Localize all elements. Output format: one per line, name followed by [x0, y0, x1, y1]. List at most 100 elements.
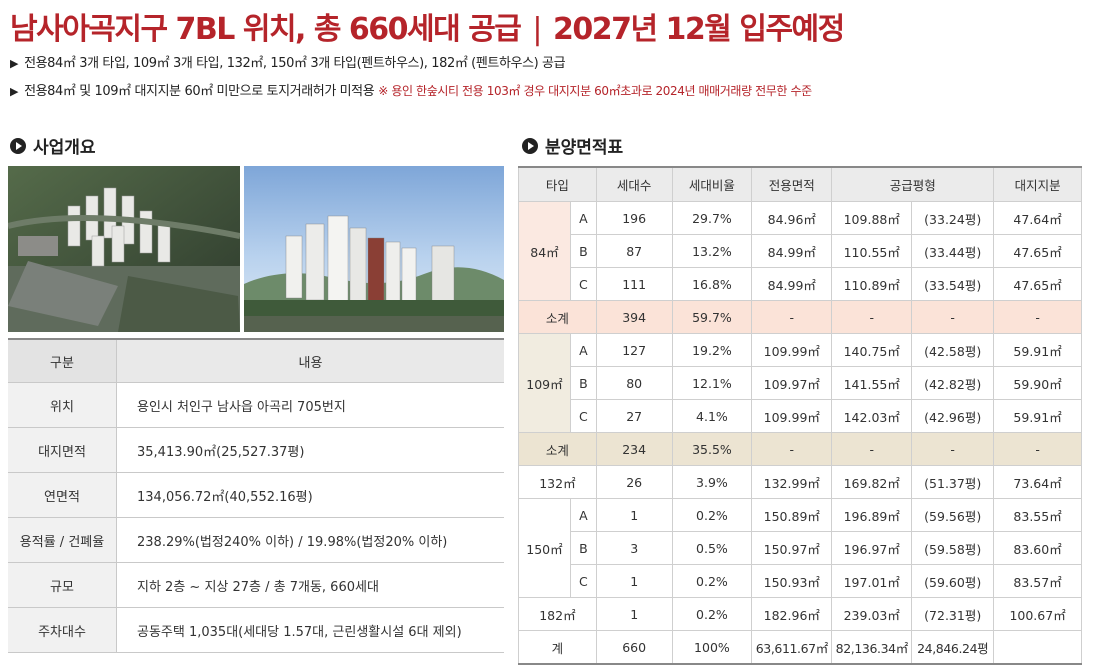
section-heading-overview: 사업개요	[10, 133, 96, 158]
units: 27	[595, 399, 673, 433]
sub-type: A	[569, 498, 597, 532]
exclusive-area: -	[751, 300, 833, 334]
supply-area: 169.82㎡	[831, 465, 913, 499]
table-row: B 80 12.1% 109.97㎡ 141.55㎡ (42.82평) 59.9…	[519, 366, 1082, 400]
table-row: B 3 0.5% 150.97㎡ 196.97㎡ (59.58평) 83.60㎡	[519, 531, 1082, 565]
row-key: 규모	[8, 562, 117, 608]
sub-type: B	[569, 531, 597, 565]
exclusive-area: 84.99㎡	[751, 234, 833, 268]
sub-type: C	[569, 267, 597, 301]
land-share: 47.65㎡	[993, 267, 1082, 301]
subtotal-label: 소계	[518, 300, 597, 334]
supply-pyeong: (59.58평)	[911, 531, 995, 565]
exclusive-area: -	[751, 432, 833, 466]
land-share: 83.57㎡	[993, 564, 1082, 598]
supply-area: 109.88㎡	[831, 201, 913, 235]
supply-area: 239.03㎡	[831, 597, 913, 631]
table-row: B 87 13.2% 84.99㎡ 110.55㎡ (33.44평) 47.65…	[519, 234, 1082, 268]
exclusive-area: 109.97㎡	[751, 366, 833, 400]
land-share: 47.64㎡	[993, 201, 1082, 235]
subtotal-row-109: 소계 234 35.5% - - - -	[518, 432, 1082, 466]
units: 87	[595, 234, 673, 268]
type-84: 84㎡	[518, 201, 571, 301]
header-key: 구분	[8, 338, 117, 383]
table-header-row: 구분 내용	[8, 338, 504, 383]
area-table: 타입 세대수 세대비율 전용면적 공급평형 대지지분 84㎡ A 196 29.…	[518, 166, 1082, 665]
supply-pyeong: (42.82평)	[911, 366, 995, 400]
supply-area: 82,136.34㎡	[831, 630, 913, 665]
land-share	[993, 630, 1082, 665]
subtotal-row-84: 소계 394 59.7% - - - -	[518, 300, 1082, 334]
units: 3	[595, 531, 673, 565]
land-share: 59.90㎡	[993, 366, 1082, 400]
land-share: 59.91㎡	[993, 333, 1082, 367]
supply-area: -	[831, 300, 913, 334]
section-heading-text: 사업개요	[33, 138, 96, 158]
supply-area: 196.89㎡	[831, 498, 913, 532]
supply-pyeong: (59.56평)	[911, 498, 995, 532]
ratio: 19.2%	[671, 333, 753, 367]
row-value: 공동주택 1,035대(세대당 1.57대, 근린생활시설 6대 제외)	[116, 607, 504, 653]
ratio: 0.2%	[671, 564, 753, 598]
table-row: 규모 지하 2층 ~ 지상 27층 / 총 7개동, 660세대	[8, 562, 504, 608]
exclusive-area: 150.89㎡	[751, 498, 833, 532]
header-land: 대지지분	[993, 166, 1082, 202]
row-key: 연면적	[8, 472, 117, 518]
supply-area: 197.01㎡	[831, 564, 913, 598]
sub-type: A	[569, 333, 597, 367]
ratio: 59.7%	[671, 300, 753, 334]
land-share: 83.55㎡	[993, 498, 1082, 532]
type-132: 132㎡	[518, 465, 597, 499]
table-row: 위치 용인시 처인구 남사읍 아곡리 705번지	[8, 382, 504, 428]
land-share: -	[993, 432, 1082, 466]
header-value: 내용	[116, 338, 504, 383]
land-share: -	[993, 300, 1082, 334]
row-key: 용적률 / 건폐율	[8, 517, 117, 563]
title-main: 남사아곡지구 7BL 위치, 총 660세대 공급	[10, 12, 522, 47]
land-share: 100.67㎡	[993, 597, 1082, 631]
land-share: 83.60㎡	[993, 531, 1082, 565]
table-row: 용적률 / 건폐율 238.29%(법정240% 이하) / 19.98%(법정2…	[8, 517, 504, 563]
exclusive-area: 84.96㎡	[751, 201, 833, 235]
supply-area: 142.03㎡	[831, 399, 913, 433]
ratio: 16.8%	[671, 267, 753, 301]
ratio: 35.5%	[671, 432, 753, 466]
table-row: C 27 4.1% 109.99㎡ 142.03㎡ (42.96평) 59.91…	[519, 399, 1082, 433]
supply-area: 110.89㎡	[831, 267, 913, 301]
bullet-text: 전용84㎡ 및 109㎡ 대지지분 60㎡ 미만으로 토지거래허가 미적용	[24, 84, 375, 99]
supply-area: 196.97㎡	[831, 531, 913, 565]
exclusive-area: 84.99㎡	[751, 267, 833, 301]
title-separator: |	[532, 12, 542, 47]
table-row: 주차대수 공동주택 1,035대(세대당 1.57대, 근린생활시설 6대 제외)	[8, 607, 504, 653]
units: 127	[595, 333, 673, 367]
supply-pyeong: (59.60평)	[911, 564, 995, 598]
units: 80	[595, 366, 673, 400]
type-109: 109㎡	[518, 333, 571, 433]
units: 26	[595, 465, 673, 499]
exclusive-area: 150.93㎡	[751, 564, 833, 598]
triangle-bullet-icon: ▶	[10, 57, 19, 70]
section-heading-text: 분양면적표	[545, 138, 624, 158]
bullet-supply-types: ▶ 전용84㎡ 3개 타입, 109㎡ 3개 타입, 132㎡, 150㎡ 3개 …	[10, 52, 566, 71]
title-sub: 2027년 12월 입주예정	[553, 12, 845, 47]
row-value: 지하 2층 ~ 지상 27층 / 총 7개동, 660세대	[116, 562, 504, 608]
supply-pyeong: (42.58평)	[911, 333, 995, 367]
supply-pyeong: (72.31평)	[911, 597, 995, 631]
subtotal-label: 소계	[518, 432, 597, 466]
units: 234	[595, 432, 673, 466]
table-row: 182㎡ 1 0.2% 182.96㎡ 239.03㎡ (72.31평) 100…	[518, 597, 1082, 631]
supply-pyeong: 24,846.24평	[911, 630, 995, 665]
row-key: 주차대수	[8, 607, 117, 653]
land-share: 47.65㎡	[993, 234, 1082, 268]
units: 111	[595, 267, 673, 301]
row-value: 238.29%(법정240% 이하) / 19.98%(법정20% 이하)	[116, 517, 504, 563]
table-row: C 1 0.2% 150.93㎡ 197.01㎡ (59.60평) 83.57㎡	[519, 564, 1082, 598]
supply-pyeong: (51.37평)	[911, 465, 995, 499]
section-heading-area: 분양면적표	[522, 133, 623, 158]
table-row: 대지면적 35,413.90㎡(25,527.37평)	[8, 427, 504, 473]
units: 1	[595, 564, 673, 598]
sub-type: C	[569, 564, 597, 598]
units: 1	[595, 498, 673, 532]
row-value: 134,056.72㎡(40,552.16평)	[116, 472, 504, 518]
supply-pyeong: -	[911, 300, 995, 334]
